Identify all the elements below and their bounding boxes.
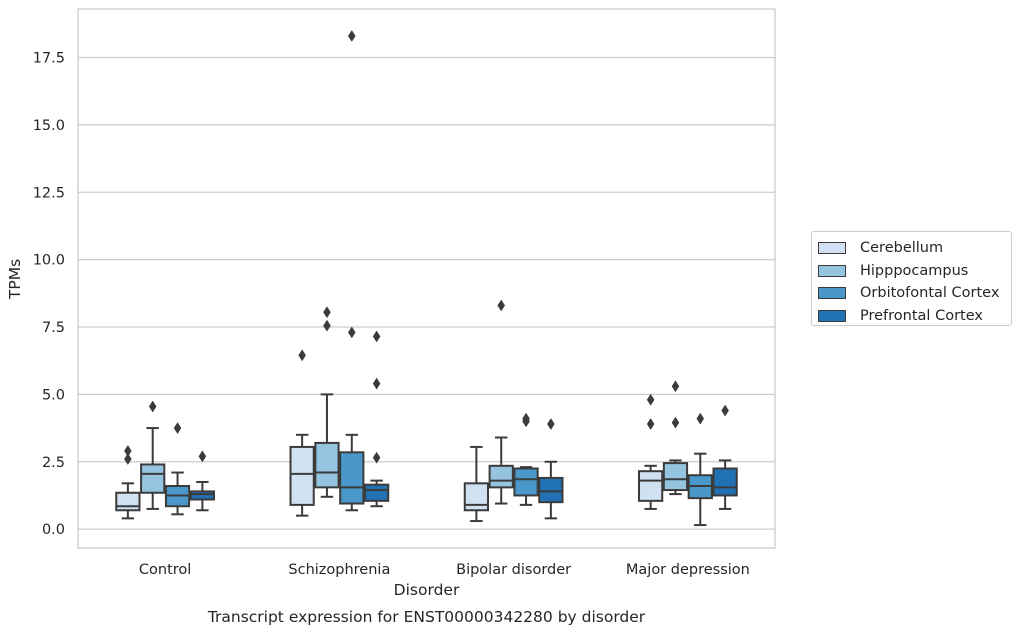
- legend-label: Prefrontal Cortex: [860, 308, 983, 325]
- y-tick-label: 7.5: [42, 320, 65, 336]
- outlier-point: [323, 306, 331, 319]
- box: [488, 464, 514, 489]
- box-group: [687, 412, 713, 527]
- x-tick-label: Schizophrenia: [288, 562, 390, 578]
- outlier-point: [148, 400, 157, 413]
- box: [140, 463, 166, 494]
- box-group: [538, 418, 564, 520]
- box: [189, 490, 215, 501]
- box: [115, 491, 141, 512]
- outlier-point: [372, 377, 381, 390]
- y-tick-label: 10.0: [33, 253, 65, 269]
- box: [339, 451, 365, 505]
- box-group: [513, 412, 539, 506]
- outlier-point: [522, 412, 530, 425]
- y-tick-label: 17.5: [33, 51, 65, 67]
- grid-lines: [78, 56, 775, 530]
- legend-label: Orbitofontal Cortex: [860, 285, 1000, 302]
- outlier-point: [124, 453, 132, 466]
- y-axis-ticks: 0.0 2.5 5.0 7.5 10.0 12.5 15.0 17.5: [33, 51, 65, 539]
- legend-item-prefrontal: Prefrontal Cortex: [818, 305, 1011, 328]
- box-group: [115, 445, 141, 520]
- outlier-point: [696, 412, 705, 425]
- y-tick-label: 15.0: [33, 118, 65, 134]
- outlier-point: [721, 404, 729, 417]
- y-tick-label: 12.5: [33, 185, 65, 201]
- box-group: [339, 29, 365, 512]
- box-group: [314, 306, 340, 498]
- legend-swatch-hippocampus: [818, 264, 846, 277]
- x-tick-label: Control: [139, 562, 191, 578]
- box: [712, 467, 738, 497]
- outlier-point: [372, 451, 381, 464]
- legend: Cerebellum Hipppocampus Orbitofontal Cor…: [811, 231, 1012, 326]
- y-tick-label: 5.0: [42, 387, 65, 403]
- outlier-point: [646, 418, 655, 430]
- outlier-point: [323, 319, 331, 332]
- outlier-point: [547, 418, 555, 430]
- outlier-point: [646, 393, 655, 406]
- legend-label: Hipppocampus: [860, 262, 969, 279]
- legend-label: Cerebellum: [860, 240, 944, 257]
- outlier-point: [671, 416, 680, 429]
- box: [538, 476, 564, 504]
- x-tick-label: Bipolar disorder: [456, 562, 571, 578]
- legend-swatch-orbitofrontal: [818, 287, 846, 300]
- box-group: [712, 404, 738, 510]
- box-group: [662, 380, 689, 496]
- box-group: [164, 422, 191, 516]
- outlier-point: [497, 299, 506, 312]
- outlier-point: [173, 422, 182, 435]
- x-axis-ticks: Control Schizophrenia Bipolar disorder Majo…: [139, 562, 750, 578]
- box: [289, 445, 315, 506]
- box-group: [140, 400, 166, 510]
- y-tick-label: 0.0: [42, 522, 65, 538]
- box: [513, 467, 539, 497]
- box-group: [189, 450, 215, 512]
- box: [364, 483, 390, 502]
- outlier-point: [124, 445, 132, 457]
- outlier-point: [347, 326, 356, 339]
- outlier-point: [298, 349, 306, 362]
- legend-item-hippocampus: Hipppocampus: [818, 260, 1011, 283]
- box: [463, 482, 489, 512]
- outlier-point: [198, 450, 207, 463]
- box-group: [289, 349, 315, 517]
- plot-area-frame: [77, 8, 776, 549]
- box-group: [488, 299, 514, 505]
- x-axis-label: Disorder: [394, 581, 460, 599]
- box-layer: [115, 29, 738, 527]
- chart-title: Transcript expression for ENST0000034228…: [207, 608, 646, 626]
- box: [638, 470, 664, 502]
- box-group: [638, 393, 664, 510]
- box: [662, 462, 689, 492]
- legend-swatch-cerebellum: [818, 242, 846, 255]
- legend-item-cerebellum: Cerebellum: [818, 237, 1011, 260]
- x-tick-label: Major depression: [626, 562, 750, 578]
- y-tick-label: 2.5: [42, 455, 65, 471]
- outlier-point: [347, 29, 356, 42]
- box-group: [463, 445, 489, 523]
- box-group: [364, 330, 390, 508]
- legend-item-orbitofrontal: Orbitofontal Cortex: [818, 282, 1011, 305]
- y-axis-label: TPMs: [6, 259, 24, 300]
- outlier-point: [671, 380, 680, 393]
- legend-swatch-prefrontal: [818, 310, 846, 323]
- outlier-point: [372, 330, 381, 343]
- box: [314, 441, 340, 489]
